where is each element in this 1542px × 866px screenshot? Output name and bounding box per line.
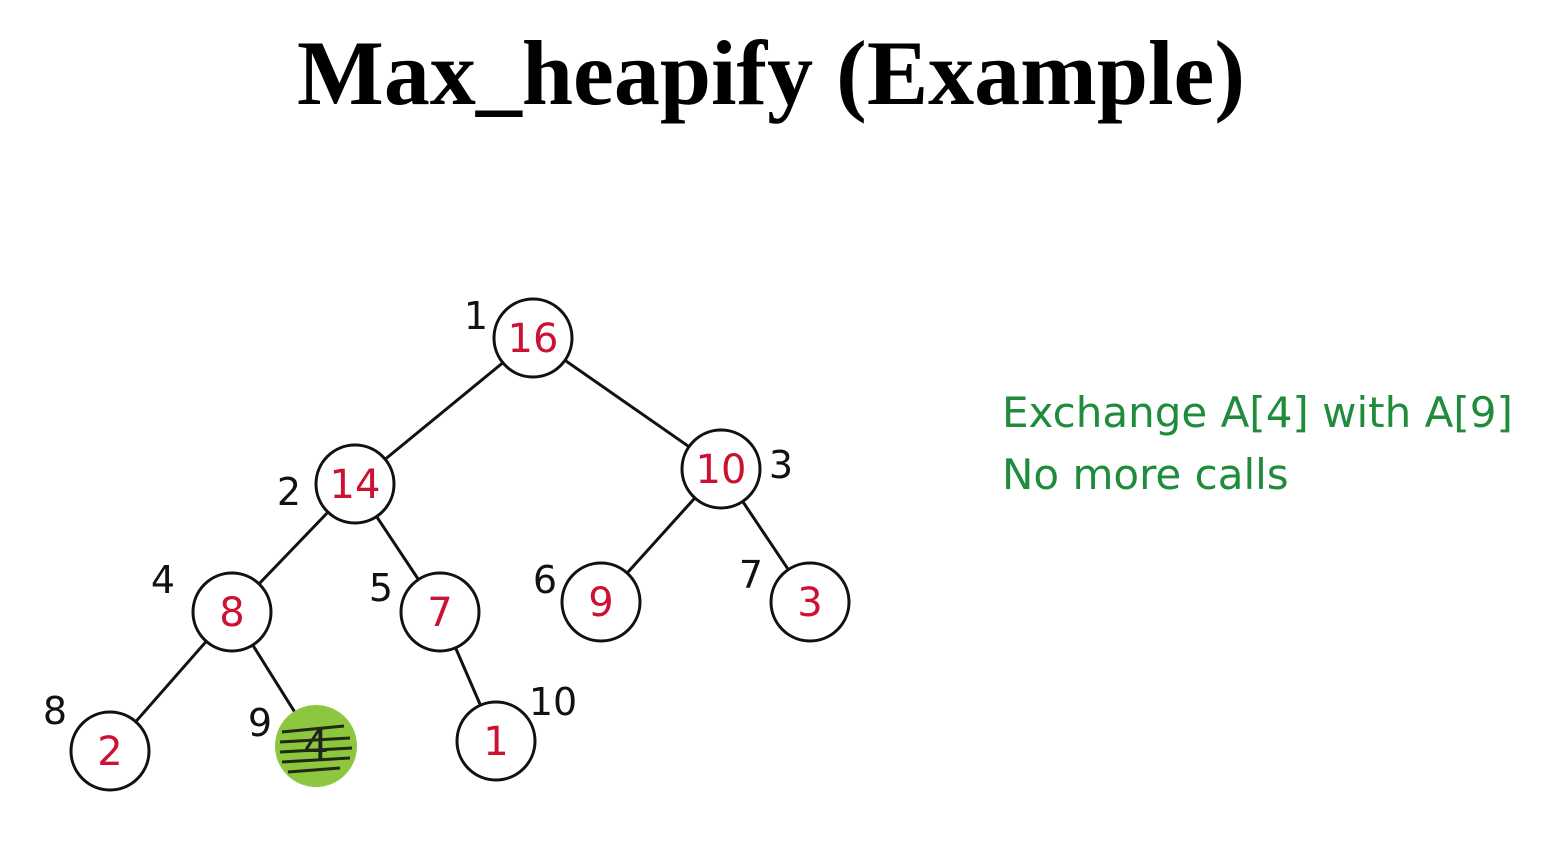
scribble-stroke [279, 746, 353, 754]
node-value: 16 [508, 316, 559, 362]
node-circle [769, 561, 851, 643]
heap-node-3: 10 3 [680, 428, 793, 510]
node-value: 2 [97, 729, 122, 775]
heap-node-6: 96 [533, 558, 642, 643]
edge-1-3 [564, 359, 690, 448]
node-value: 8 [219, 590, 244, 636]
node-circle [492, 297, 574, 379]
edge-1-2 [384, 361, 504, 461]
node-circle [455, 700, 537, 782]
node-index-label: 10 [529, 680, 577, 724]
node-circle [191, 571, 273, 653]
node-circle [399, 571, 481, 653]
node-circle [314, 443, 396, 525]
node-index-label: 5 [369, 566, 393, 610]
edge-3-6 [626, 496, 696, 575]
node-circle [560, 561, 642, 643]
note-no-more-calls: No more calls [1002, 450, 1289, 499]
node-index-label: 6 [533, 558, 557, 602]
scribble-stroke [279, 736, 351, 744]
heap-node-5: 75 [369, 566, 481, 653]
heap-node-2: 14 2 [277, 443, 396, 525]
heap-node-1: 16 1 [464, 294, 574, 379]
scribble-stroke [281, 756, 351, 764]
tree-edges [134, 359, 790, 723]
node-index-label: 7 [739, 553, 763, 597]
node-index-label: 9 [248, 701, 272, 745]
node-value: 7 [427, 590, 452, 636]
heap-node-4: 84 [151, 558, 273, 653]
node-circle [69, 710, 151, 792]
heap-node-9: 49 [248, 701, 357, 787]
node-index-label: 2 [277, 470, 301, 514]
node-index-label: 4 [151, 558, 175, 602]
heap-node-7: 37 [739, 553, 851, 643]
node-index-label: 3 [769, 443, 793, 487]
node-value: 14 [330, 462, 381, 508]
node-value: 1 [483, 719, 508, 765]
note-exchange: Exchange A[4] with A[9] [1002, 388, 1513, 437]
edge-5-10 [454, 647, 482, 706]
heap-node-8: 28 [43, 689, 151, 792]
scribble-stroke [287, 766, 341, 774]
edge-4-8 [134, 640, 208, 723]
node-index-label: 8 [43, 689, 67, 733]
node-index-label: 1 [464, 294, 488, 338]
step-notes: Exchange A[4] with A[9] No more calls [1002, 382, 1513, 506]
node-circle [680, 428, 762, 510]
node-value: 3 [797, 580, 822, 626]
edge-2-5 [375, 515, 420, 581]
heap-node-10: 1 10 [455, 680, 577, 782]
scribble-stroke [281, 724, 345, 734]
node-value: 9 [588, 580, 613, 626]
edge-2-4 [257, 511, 330, 585]
edge-4-9 [251, 644, 297, 714]
slide-title: Max_heapify (Example) [296, 22, 1246, 124]
node-value: 10 [696, 447, 747, 493]
edge-3-7 [741, 500, 790, 571]
